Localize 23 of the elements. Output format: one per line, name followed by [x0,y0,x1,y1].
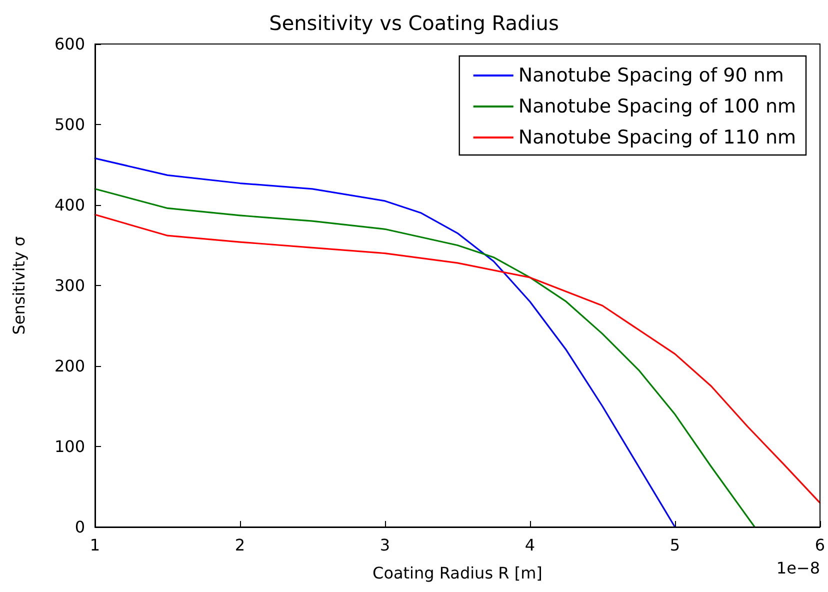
y-tick-label: 300 [54,276,85,295]
x-axis-title: Coating Radius R [m] [372,564,542,582]
y-tick-label: 600 [54,34,85,54]
y-tick-label: 0 [74,518,85,536]
x-tick-label: 4 [524,536,536,554]
legend-label: Nanotube Spacing of 100 nm [518,96,796,118]
y-tick-label: 200 [54,356,85,376]
chart-title: Sensitivity vs Coating Radius [269,11,559,35]
x-tick-label: 1 [90,536,100,554]
y-tick-label: 400 [54,196,85,214]
y-tick-label: 500 [54,115,85,134]
x-tick-label: 6 [814,536,826,554]
x-tick-label: 2 [234,536,246,554]
text: 1e−8 [776,558,820,578]
line-series [94,214,821,504]
y-tick-label: 100 [54,437,85,456]
x-tick-label: 5 [670,536,680,554]
line-series [94,188,756,528]
x-tick-label: 3 [380,536,390,554]
y-axis-title: Sensitivity σ [10,236,28,335]
legend-label: Nanotube Spacing of 110 nm [518,126,796,148]
legend-label: Nanotube Spacing of 90 nm [518,64,784,86]
line-series [94,158,676,528]
